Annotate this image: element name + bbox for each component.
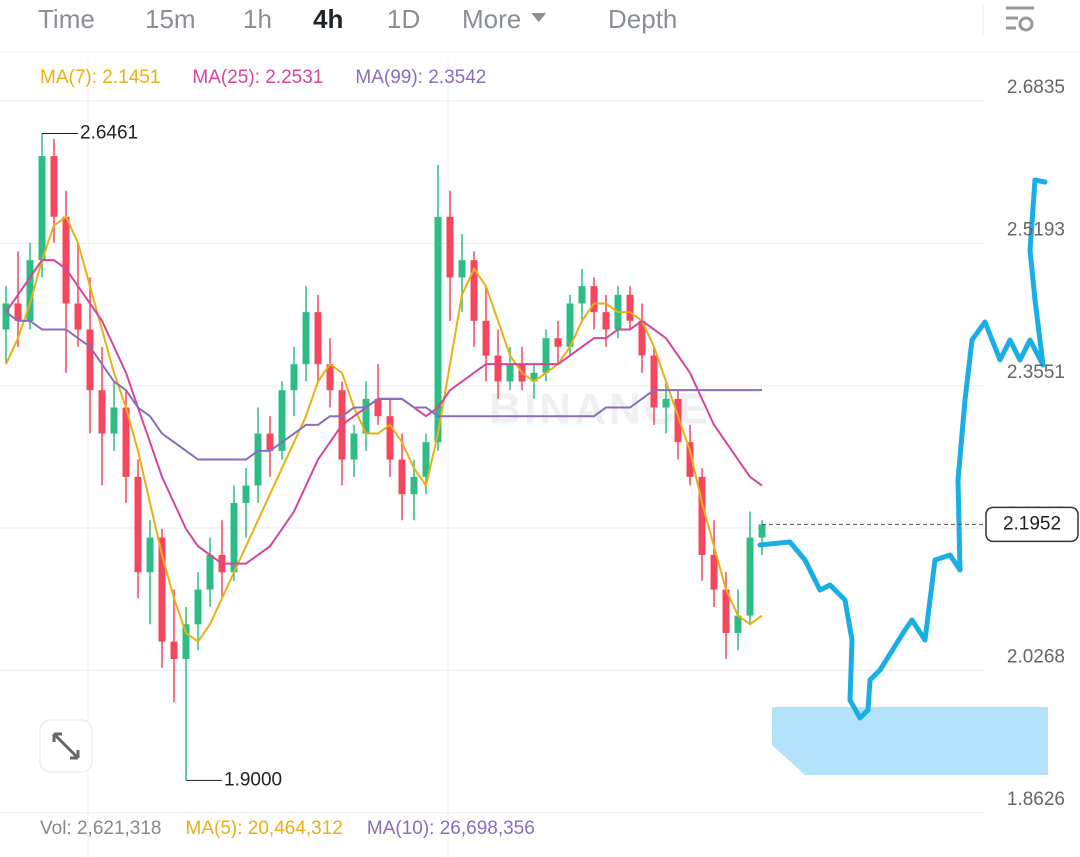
candle-body	[410, 476, 418, 495]
candle-body	[386, 416, 394, 460]
candle-body	[206, 554, 214, 590]
candle-body	[146, 537, 154, 573]
candle-body	[230, 502, 238, 573]
volume-legend: MA(10): 26,698,356	[367, 818, 535, 839]
candle-body	[122, 407, 130, 477]
candle-body	[362, 398, 370, 434]
candle-body	[110, 407, 118, 434]
volume-legend: MA(5): 20,464,312	[186, 818, 343, 839]
volume-legend: Vol: 2,621,318	[40, 818, 162, 839]
candle-body	[758, 524, 766, 538]
candle-body	[590, 286, 598, 313]
low-marker-label: 1.9000	[224, 769, 282, 790]
candle-body	[266, 433, 274, 451]
candle-body	[626, 294, 634, 321]
candle-body	[182, 624, 190, 659]
candle-body	[446, 216, 454, 278]
candle-body	[494, 355, 502, 382]
y-tick-label: 2.0268	[1007, 646, 1065, 667]
candle-body	[434, 216, 442, 443]
candle-body	[422, 442, 430, 477]
settings-icon[interactable]	[1006, 6, 1034, 32]
watermark: BINANCE	[489, 385, 710, 434]
candle-body	[158, 537, 166, 642]
ma-legend: MA(99): 2.3542	[355, 67, 486, 88]
candle-body	[506, 364, 514, 382]
candle-body	[194, 589, 202, 625]
candle-body	[50, 156, 58, 217]
candle-body	[746, 537, 754, 616]
candle-body	[686, 442, 694, 477]
last-price-box	[985, 506, 1079, 543]
dropdown-caret	[531, 13, 547, 22]
drawn-zone	[772, 707, 1048, 775]
candle-body	[698, 476, 706, 555]
candle-body	[350, 433, 358, 460]
timeframe-tab[interactable]: 4h	[313, 4, 343, 34]
candle-body	[14, 303, 22, 321]
candle-body	[62, 216, 70, 304]
candle-body	[710, 554, 718, 590]
timeframe-tab[interactable]: 1h	[243, 4, 272, 34]
candle-body	[242, 485, 250, 503]
candle-body	[134, 476, 142, 573]
timeframe-tab[interactable]: Time	[38, 4, 95, 34]
candle-body	[278, 390, 286, 451]
candle-body	[290, 364, 298, 391]
ma-legend: MA(7): 2.1451	[40, 67, 160, 88]
candle-body	[650, 355, 658, 408]
last-price-label: 2.1952	[1003, 513, 1061, 534]
candle-body	[674, 398, 682, 443]
candle-body	[722, 589, 730, 633]
candle-body	[302, 312, 310, 365]
candle-body	[554, 338, 562, 347]
candle-body	[482, 320, 490, 356]
candle-body	[458, 260, 466, 278]
candle-body	[602, 312, 610, 330]
candle-body	[74, 303, 82, 330]
ma-legend: MA(25): 2.2531	[192, 67, 323, 88]
drawn-projection	[757, 177, 1048, 721]
candle-body	[470, 260, 478, 321]
candle-body	[326, 364, 334, 391]
candle-body	[314, 312, 322, 365]
y-tick-label: 2.6835	[1007, 77, 1065, 98]
candle-body	[662, 398, 670, 408]
candle-body	[86, 329, 94, 391]
candle-body	[26, 260, 34, 321]
candle-body	[254, 433, 262, 486]
candle-body	[530, 372, 538, 382]
timeframe-tab[interactable]: Depth	[608, 4, 677, 34]
y-tick-label: 2.3551	[1007, 362, 1065, 383]
candle-body	[398, 459, 406, 495]
ma-line	[5, 311, 762, 461]
ma-line	[5, 215, 763, 644]
candle-body	[170, 641, 178, 659]
candle-body	[98, 390, 106, 434]
candle-body	[2, 303, 10, 330]
candle-body	[542, 338, 550, 373]
expand-button[interactable]	[39, 719, 93, 773]
y-tick-label: 2.5193	[1007, 219, 1065, 240]
high-marker-label: 2.6461	[80, 122, 138, 143]
y-tick-label: 1.8626	[1007, 789, 1065, 810]
candle-body	[734, 615, 742, 633]
timeframe-tab[interactable]: More	[462, 4, 521, 34]
timeframe-tab[interactable]: 1D	[387, 4, 420, 34]
candles	[2, 133, 766, 781]
timeframe-tab[interactable]: 15m	[145, 4, 196, 34]
candle-body	[38, 156, 46, 261]
candle-body	[566, 303, 574, 347]
candle-body	[374, 398, 382, 417]
candle-body	[638, 320, 646, 356]
candle-body	[578, 286, 586, 304]
